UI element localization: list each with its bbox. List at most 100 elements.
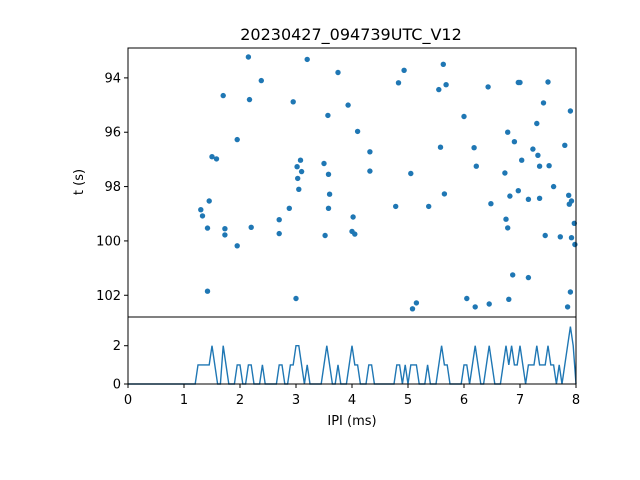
scatter-point <box>545 79 551 85</box>
scatter-point <box>485 84 491 90</box>
scatter-point <box>530 146 536 152</box>
histogram-y-ticks: 02 <box>113 339 128 393</box>
scatter-point <box>326 191 333 197</box>
scatter-point <box>535 152 541 158</box>
scatter-point <box>401 67 407 74</box>
scatter-point <box>473 163 479 169</box>
x-tick-label: 8 <box>572 393 580 408</box>
scatter-point <box>408 170 414 177</box>
scatter-panel: 94 96 98 100 102 t (s) <box>72 47 578 318</box>
scatter-point <box>304 56 310 63</box>
scatter-point <box>352 231 358 237</box>
scatter-point <box>525 196 532 202</box>
scatter-point <box>258 77 264 84</box>
x-tick-label: 1 <box>180 393 188 408</box>
x-tick-label: 0 <box>124 393 132 408</box>
scatter-point <box>248 224 254 230</box>
scatter-point <box>550 183 557 190</box>
scatter-point <box>515 188 521 194</box>
scatter-point <box>519 157 525 163</box>
scatter-point <box>536 195 543 201</box>
scatter-point <box>350 214 356 220</box>
scatter-point <box>296 186 302 192</box>
scatter-point <box>540 100 547 106</box>
scatter-point <box>209 154 215 160</box>
scatter-point <box>335 69 341 76</box>
scatter-point <box>293 295 299 302</box>
scatter-point <box>557 234 563 240</box>
scatter-point <box>562 142 568 148</box>
scatter-point <box>245 54 252 60</box>
scatter-point <box>321 160 327 167</box>
scatter-point <box>354 128 361 135</box>
scatter-point <box>461 113 467 120</box>
scatter-point <box>525 274 532 281</box>
scatter-point <box>322 232 328 239</box>
scatter-point <box>443 82 449 88</box>
scatter-points <box>198 54 578 312</box>
scatter-point <box>393 203 399 210</box>
scatter-point <box>507 193 513 199</box>
scatter-y-tick-label: 94 <box>104 71 121 86</box>
scatter-point <box>222 226 228 232</box>
scatter-point <box>297 157 304 163</box>
scatter-point <box>567 289 574 295</box>
scatter-point <box>542 232 548 239</box>
scatter-point <box>568 235 575 241</box>
scatter-point <box>505 225 511 231</box>
scatter-point <box>464 295 470 302</box>
scatter-point <box>220 92 226 99</box>
scatter-point <box>204 288 211 294</box>
scatter-point <box>325 205 332 211</box>
histogram-series-line <box>128 326 577 385</box>
x-tick-label: 3 <box>292 393 300 408</box>
scatter-point <box>286 205 292 211</box>
x-tick-label: 2 <box>236 393 244 408</box>
scatter-point <box>506 296 512 302</box>
scatter-y-tick-label: 100 <box>96 234 121 249</box>
scatter-point <box>436 86 442 93</box>
scatter-point <box>395 80 402 86</box>
scatter-point <box>502 170 508 176</box>
scatter-point <box>234 136 240 143</box>
scatter-point <box>471 145 477 151</box>
x-tick-label: 7 <box>516 393 524 408</box>
x-tick-label: 6 <box>460 393 468 408</box>
scatter-point <box>325 171 332 177</box>
scatter-y-tick-label: 98 <box>104 180 121 195</box>
scatter-point <box>536 163 543 169</box>
scatter-y-tick-label: 96 <box>104 126 121 141</box>
scatter-y-tick-label: 102 <box>96 289 121 304</box>
scatter-point <box>566 192 572 198</box>
x-tick-label: 5 <box>404 393 412 408</box>
x-axis-label: IPI (ms) <box>327 414 376 429</box>
scatter-point <box>206 198 212 204</box>
scatter-point <box>488 201 494 207</box>
scatter-point <box>567 108 574 114</box>
scatter-point <box>437 144 444 150</box>
scatter-point <box>409 306 416 312</box>
scatter-point <box>503 216 509 222</box>
scatter-point <box>367 149 373 155</box>
scatter-point <box>413 300 420 306</box>
scatter-panel-frame <box>127 47 577 318</box>
scatter-point <box>198 207 204 213</box>
scatter-point <box>546 163 552 169</box>
scatter-point <box>295 175 301 182</box>
scatter-point <box>568 198 575 204</box>
scatter-point <box>517 79 523 86</box>
scatter-point <box>204 225 211 231</box>
histogram-x-ticks: 0 1 2 3 4 5 6 7 8 <box>124 384 580 408</box>
scatter-point <box>441 191 448 197</box>
scatter-point <box>276 217 282 223</box>
scatter-y-ticks: 94 96 98 100 102 <box>96 71 128 304</box>
scatter-point <box>440 61 446 67</box>
scatter-point <box>511 139 518 145</box>
scatter-point <box>294 164 300 170</box>
histogram-y-tick-label: 0 <box>113 378 121 393</box>
scatter-point <box>298 168 305 175</box>
scatter-point <box>367 168 373 174</box>
scatter-point <box>534 120 540 127</box>
